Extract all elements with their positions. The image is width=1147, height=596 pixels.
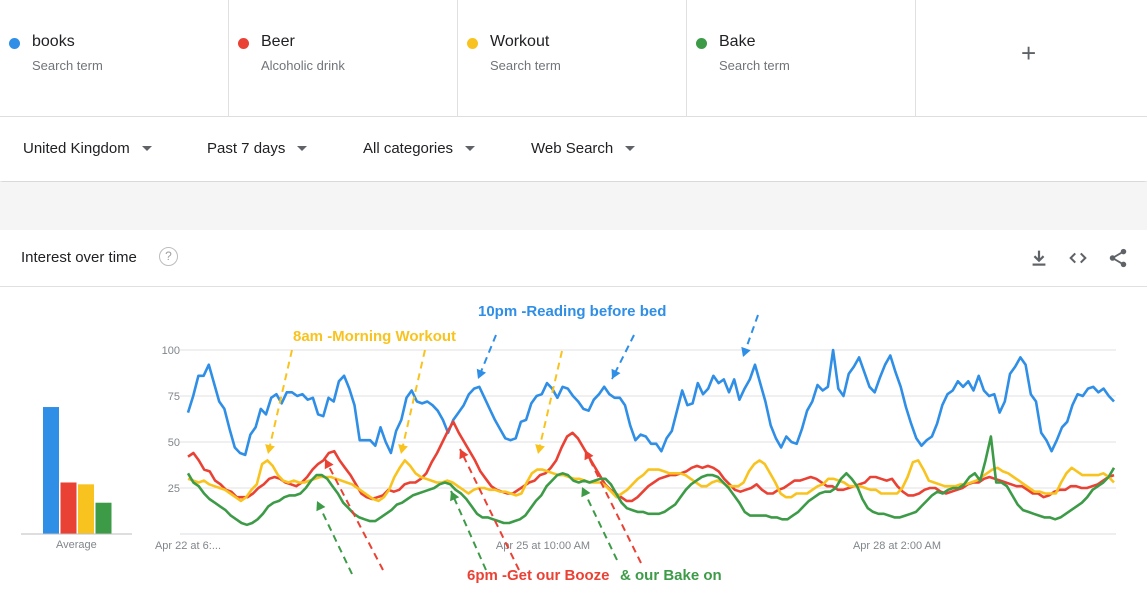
term-name: Beer	[261, 33, 295, 50]
arrow-head	[265, 444, 275, 454]
filters-bar: United Kingdom Past 7 days All categorie…	[0, 117, 1147, 181]
region-value: United Kingdom	[23, 140, 130, 157]
annotation-workout: 8am -Morning Workout	[293, 328, 456, 345]
x-tick-label: Apr 22 at 6:...	[155, 540, 221, 552]
category-value: All categories	[363, 140, 454, 157]
caret-down-icon	[297, 146, 308, 151]
arrow-shaft	[324, 458, 384, 571]
term-type: Search term	[719, 58, 790, 73]
average-bar-bake	[95, 502, 112, 534]
annotation-arrow	[324, 458, 384, 571]
arrow-shaft	[581, 486, 618, 561]
annotation-arrows	[265, 314, 759, 575]
card-title: Interest over time	[21, 249, 137, 266]
term-card-beer[interactable]: Beer Alcoholic drink	[229, 0, 458, 116]
series-line-workout	[187, 459, 1115, 503]
y-tick-label: 25	[168, 483, 180, 495]
caret-down-icon	[141, 146, 152, 151]
average-bar-beer	[60, 482, 77, 534]
plus-icon: +	[1021, 38, 1037, 68]
annotation-arrow	[459, 448, 520, 571]
term-name: books	[32, 33, 75, 50]
annotation-bake: & our Bake on	[620, 567, 722, 584]
series-line-books	[186, 348, 1115, 457]
help-icon[interactable]: ?	[159, 247, 178, 266]
x-tick-label: Apr 25 at 10:00 AM	[496, 540, 590, 552]
annotation-arrow	[316, 500, 353, 575]
arrow-head	[611, 368, 621, 379]
search-terms-bar: books Search term Beer Alcoholic drink W…	[0, 0, 1147, 117]
arrow-head	[535, 444, 545, 454]
period-dropdown[interactable]: Past 7 days	[207, 140, 308, 157]
term-color-dot	[9, 38, 20, 49]
annotation-arrow	[398, 349, 426, 455]
x-axis-ticks: Apr 22 at 6:... Apr 25 at 10:00 AM Apr 28 …	[155, 540, 941, 552]
y-tick-label: 50	[168, 437, 180, 449]
section-gap	[0, 182, 1147, 230]
annotation-arrow	[741, 314, 759, 358]
annotation-beer: 6pm -Get our Booze	[467, 567, 610, 584]
download-icon[interactable]	[1028, 247, 1050, 269]
arrow-shaft	[584, 449, 642, 564]
series-line-bake	[186, 435, 1116, 527]
arrow-shaft	[459, 448, 520, 571]
average-label: Average	[56, 539, 97, 551]
arrow-shaft	[537, 350, 563, 455]
category-dropdown[interactable]: All categories	[363, 140, 476, 157]
term-color-dot	[238, 38, 249, 49]
annotation-arrow	[265, 349, 293, 455]
arrow-head	[476, 368, 487, 379]
region-dropdown[interactable]: United Kingdom	[23, 140, 152, 157]
chart-series	[186, 348, 1116, 527]
arrow-head	[584, 450, 594, 461]
arrow-shaft	[450, 490, 487, 571]
term-name: Workout	[490, 33, 550, 50]
arrow-shaft	[267, 349, 293, 455]
annotation-arrow	[476, 334, 497, 380]
term-color-dot	[467, 38, 478, 49]
term-type: Alcoholic drink	[261, 58, 345, 73]
add-comparison-button[interactable]: +	[916, 0, 1145, 116]
annotation-books: 10pm -Reading before bed	[478, 303, 666, 320]
arrow-head	[459, 449, 469, 460]
search-type-dropdown[interactable]: Web Search	[531, 140, 636, 157]
arrow-head	[324, 459, 334, 470]
annotation-arrow	[584, 449, 642, 564]
average-bars	[21, 407, 132, 535]
annotation-arrow	[535, 350, 563, 455]
annotation-arrow	[581, 486, 618, 561]
period-value: Past 7 days	[207, 140, 286, 157]
term-card-books[interactable]: books Search term	[0, 0, 229, 116]
caret-down-icon	[625, 146, 636, 151]
term-name: Bake	[719, 33, 756, 50]
term-type: Search term	[490, 58, 561, 73]
term-type: Search term	[32, 58, 103, 73]
caret-down-icon	[465, 146, 476, 151]
search-type-value: Web Search	[531, 140, 614, 157]
x-tick-label: Apr 28 at 2:00 AM	[853, 540, 941, 552]
term-card-bake[interactable]: Bake Search term	[687, 0, 916, 116]
annotation-arrow	[450, 490, 487, 571]
y-tick-label: 75	[168, 391, 180, 403]
arrow-head	[398, 444, 408, 454]
average-bar-workout	[78, 484, 94, 534]
arrow-head	[581, 487, 591, 498]
arrow-head	[316, 501, 326, 512]
interest-chart[interactable]: 25 50 75 100 Apr 22 at 6:... Apr 25 at 10:00…	[0, 287, 1147, 596]
embed-icon[interactable]	[1067, 247, 1089, 269]
chart-grid: 25 50 75 100	[162, 345, 1116, 535]
card-header: Interest over time ?	[0, 230, 1147, 287]
arrow-shaft	[400, 349, 426, 455]
arrow-shaft	[316, 500, 353, 575]
average-bar-books	[43, 407, 59, 534]
annotation-arrow	[611, 334, 635, 380]
y-tick-label: 100	[162, 345, 180, 357]
term-color-dot	[696, 38, 707, 49]
share-icon[interactable]	[1107, 247, 1129, 269]
arrow-head	[450, 491, 460, 502]
arrow-head	[741, 346, 751, 357]
term-card-workout[interactable]: Workout Search term	[458, 0, 687, 116]
